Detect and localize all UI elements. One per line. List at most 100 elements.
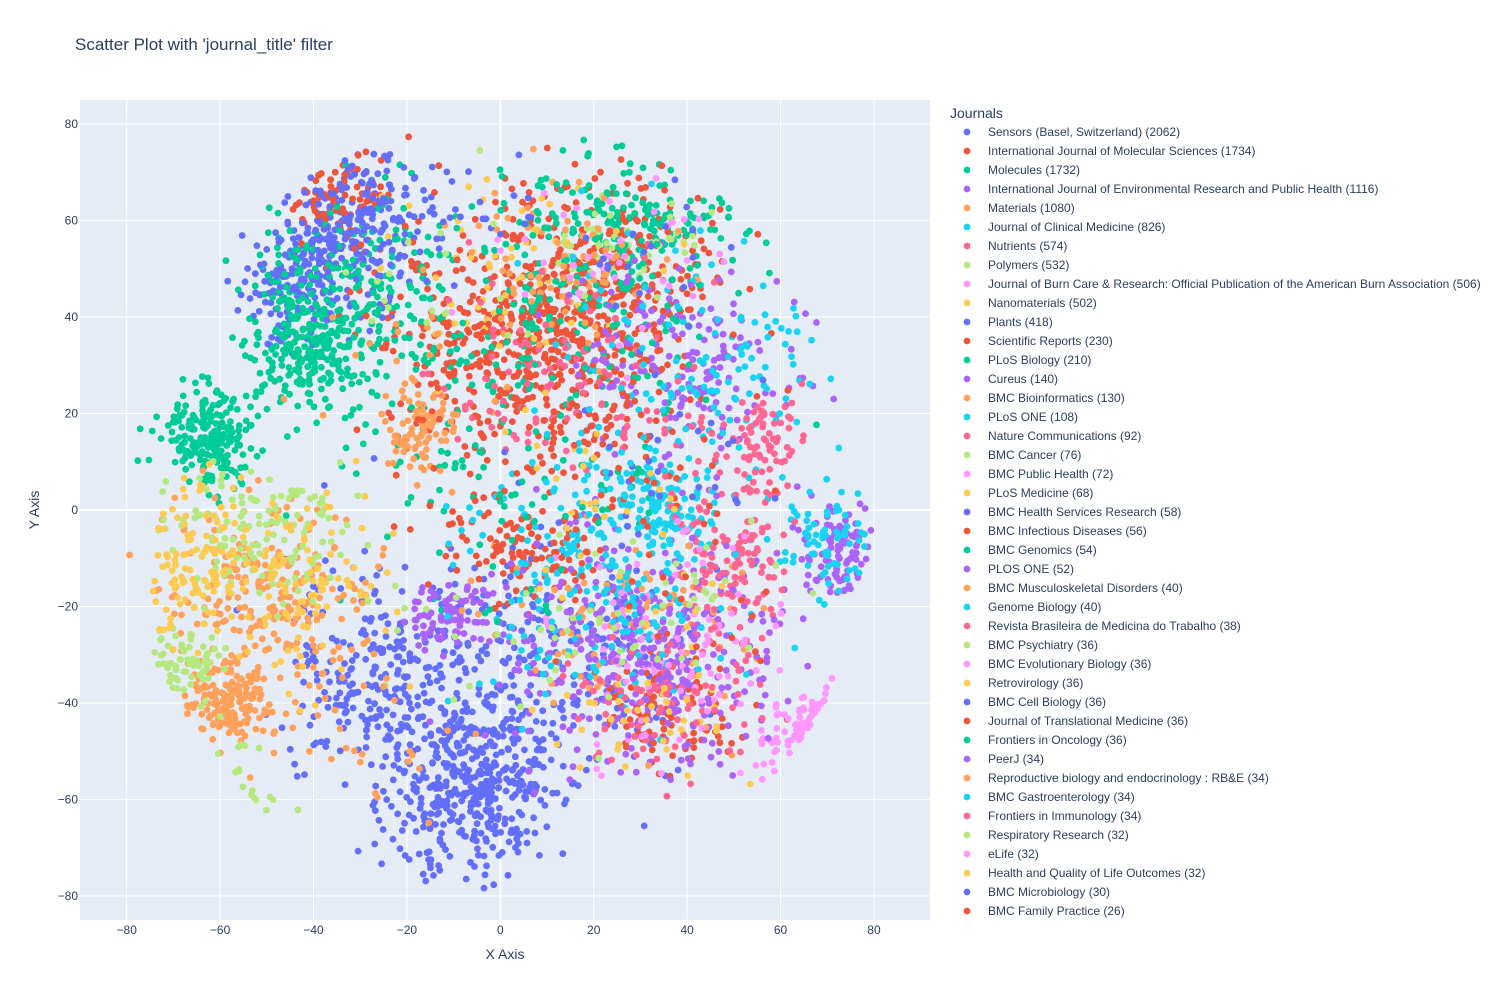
- data-point: [237, 291, 245, 299]
- data-point: [178, 611, 185, 619]
- data-point: [273, 244, 281, 252]
- data-point: [342, 259, 349, 266]
- data-point: [571, 671, 579, 679]
- data-point: [532, 371, 540, 379]
- data-point: [716, 760, 724, 768]
- data-point: [611, 402, 618, 410]
- data-point: [680, 586, 687, 594]
- data-point: [862, 555, 870, 563]
- data-point: [397, 437, 404, 445]
- data-point: [168, 437, 176, 444]
- data-point: [446, 603, 453, 611]
- data-point: [334, 264, 342, 272]
- data-point: [758, 634, 766, 642]
- data-point: [790, 304, 797, 312]
- data-point: [348, 657, 356, 664]
- data-point: [500, 356, 508, 363]
- data-point: [440, 821, 447, 828]
- data-point: [362, 579, 369, 586]
- data-point: [512, 587, 520, 595]
- data-point: [727, 268, 735, 276]
- data-point: [211, 445, 218, 453]
- data-point: [368, 215, 376, 223]
- data-point: [585, 510, 593, 518]
- data-point: [366, 705, 374, 713]
- data-point: [410, 455, 418, 463]
- data-point: [677, 756, 685, 764]
- data-point: [731, 394, 738, 402]
- data-point: [720, 347, 728, 355]
- data-point: [491, 822, 499, 830]
- data-point: [401, 334, 409, 341]
- data-point: [359, 440, 367, 448]
- data-point: [214, 620, 221, 628]
- data-point: [228, 466, 235, 474]
- data-point: [524, 537, 531, 544]
- data-point: [785, 424, 793, 432]
- data-point: [264, 271, 272, 279]
- data-point: [311, 265, 319, 272]
- data-point: [678, 385, 686, 392]
- data-point: [328, 283, 336, 291]
- data-point: [362, 744, 370, 751]
- data-point: [633, 685, 641, 693]
- data-point: [452, 460, 459, 467]
- data-point: [463, 364, 470, 372]
- data-point: [333, 203, 341, 211]
- data-point: [214, 401, 222, 409]
- data-point: [506, 694, 514, 701]
- data-point: [329, 585, 336, 593]
- data-point: [341, 660, 348, 667]
- data-point: [585, 755, 593, 762]
- data-point: [558, 698, 566, 706]
- data-point: [401, 767, 409, 775]
- data-point: [501, 820, 509, 828]
- data-point: [199, 467, 207, 475]
- data-point: [654, 347, 661, 355]
- data-point: [632, 194, 639, 202]
- data-point: [323, 737, 331, 745]
- data-point: [385, 460, 392, 467]
- data-point: [477, 829, 485, 837]
- data-point: [410, 315, 418, 323]
- data-point: [385, 736, 393, 743]
- data-point: [541, 802, 549, 809]
- data-point: [251, 318, 259, 326]
- data-point: [671, 743, 679, 751]
- data-point: [607, 421, 615, 429]
- data-point: [487, 738, 494, 745]
- data-point: [371, 807, 379, 814]
- data-point: [208, 472, 216, 480]
- data-point: [585, 182, 593, 189]
- data-point: [181, 454, 189, 462]
- data-point: [380, 787, 387, 795]
- data-point: [495, 770, 503, 778]
- data-point: [717, 444, 725, 452]
- data-point: [509, 418, 516, 425]
- data-point: [227, 424, 235, 432]
- data-point: [518, 711, 526, 719]
- data-point: [278, 296, 285, 304]
- data-point: [323, 296, 331, 304]
- chart-title: Scatter Plot with 'journal_title' filter: [75, 35, 333, 54]
- data-point: [709, 367, 716, 375]
- data-point: [278, 724, 286, 732]
- data-point: [483, 619, 490, 626]
- data-point: [524, 429, 532, 437]
- data-point: [757, 702, 765, 710]
- data-point: [454, 791, 462, 798]
- data-point: [444, 449, 451, 457]
- data-point: [265, 368, 273, 376]
- data-point: [488, 570, 495, 578]
- data-point: [685, 455, 693, 462]
- data-point: [665, 352, 673, 360]
- data-point: [803, 517, 811, 525]
- data-point: [525, 324, 533, 332]
- data-point: [835, 444, 843, 452]
- data-point: [570, 722, 577, 729]
- data-point: [824, 552, 831, 560]
- data-point: [569, 763, 577, 771]
- data-point: [716, 469, 724, 476]
- data-point: [296, 199, 303, 207]
- data-point: [496, 166, 504, 174]
